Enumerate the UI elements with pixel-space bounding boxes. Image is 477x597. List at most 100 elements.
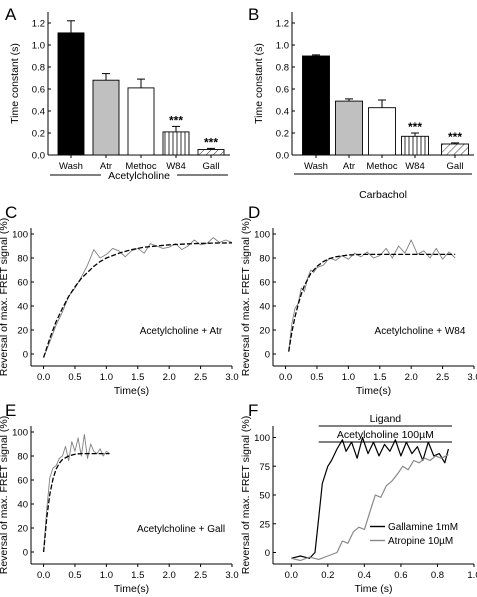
x-tick-label: 0.0 [37,372,50,383]
y-tick-label: 80 [259,254,270,265]
y-tick-label: 0.8 [276,63,289,74]
panel-label-b: B [248,5,259,24]
x-tick-label: Wash [59,161,83,172]
y-tick-label: 50 [259,491,270,502]
x-tick-label: 1.0 [467,570,477,581]
y-tick-label: 40 [17,302,28,313]
panel-label-a: A [5,5,17,24]
y-tick-label: 100 [254,230,270,241]
panel-annotation: Acetylcholine + Atr [140,326,223,337]
x-tick-label: 0.8 [431,570,444,581]
y-tick-label: 0 [265,548,270,559]
y-tick-label: 0.0 [32,151,45,162]
significance-marker: *** [204,135,218,149]
x-axis-label: Time(s) [114,583,149,595]
x-tick-label: Wash [304,161,328,172]
panel-b: B 0.0 0.2 0.4 0.6 0.8 1.0 1.2 Time constant (s) W… [248,5,474,201]
y-tick-label: 25 [259,519,270,530]
bracket-label-acetylcholine: Acetylcholine 100µM [337,429,434,441]
y-axis-label: Reversal of max. FRET signal (%) [0,218,10,377]
bar-atr [335,100,363,156]
x-tick-label: Methoc [366,161,397,172]
x-tick-label: 0.2 [321,570,334,581]
panel-label-f: F [248,401,258,420]
y-tick-label: 80 [17,254,28,265]
bar-gall [441,143,469,156]
bar-wash [57,32,85,156]
x-tick-label: 2.0 [163,570,176,581]
panel-annotation: Acetylcholine + Gall [137,524,225,535]
x-tick-label: 0.4 [358,570,371,581]
legend-label: Atropine 10µM [388,536,453,547]
x-tick-label: 1.5 [131,372,144,383]
x-tick-label: Atr [100,161,112,172]
y-tick-label: 100 [254,433,270,444]
x-tick-label: 3.0 [467,372,477,383]
y-tick-label: 1.0 [32,41,45,52]
x-tick-label: 1.5 [131,570,144,581]
x-tick-label: 0.5 [68,372,81,383]
series-line-black-dashed-fit [42,242,233,358]
x-tick-label: 1.5 [373,372,386,383]
y-tick-label: 0.6 [276,85,289,96]
y-tick-label: 1.2 [32,19,45,30]
y-tick-label: 0 [265,350,270,361]
significance-marker: *** [408,120,422,134]
x-tick-label: 2.0 [163,372,176,383]
bar-methoc [368,107,396,156]
y-tick-label: 1.0 [276,41,289,52]
panel-annotation: Acetylcholine + W84 [375,326,466,337]
bar-wash [302,55,330,156]
y-axis-label: Time constant (s) [253,43,265,124]
bracket-label-ligand: Ligand [370,413,402,425]
y-tick-label: 60 [259,278,270,289]
series-line-gray-noisy-trace [43,237,233,358]
y-tick-label: 1.2 [276,19,289,30]
x-tick-label: 0.5 [310,372,323,383]
series-line-gallamine [291,436,449,559]
x-tick-label: 0.0 [285,570,298,581]
significance-marker: *** [169,113,183,127]
x-tick-label: 2.5 [194,570,207,581]
panel-a: A 0.0 0.2 0.4 0.6 0.8 1.0 1.2 Time constant (s) W… [5,5,230,182]
y-axis-label: Reversal of max. FRET signal (%) [0,416,10,575]
y-tick-label: 100 [12,428,28,439]
x-tick-label: 0.6 [394,570,407,581]
y-tick-label: 60 [17,476,28,487]
panel-label-d: D [248,203,260,222]
bar-methoc [127,87,155,156]
y-tick-label: 0.2 [276,129,289,140]
significance-marker: *** [448,130,462,144]
y-tick-label: 75 [259,462,270,473]
x-tick-label: 2.5 [436,372,449,383]
y-tick-label: 0.4 [32,107,45,118]
x-tick-label: 1.0 [100,372,113,383]
y-tick-label: 0.2 [32,129,45,140]
x-tick-label: 2.0 [405,372,418,383]
series-line-black-dashed-fit [288,253,456,352]
x-tick-label: W84 [405,161,425,172]
y-tick-label: 20 [17,524,28,535]
y-tick-label: 60 [17,278,28,289]
bar-gall [197,149,225,156]
panel-label-e: E [5,401,16,420]
x-tick-label: W84 [166,161,186,172]
series-line-atropine [291,454,449,562]
x-tick-label: 3.0 [225,570,238,581]
x-tick-label: 0.5 [68,570,81,581]
y-tick-label: 20 [17,326,28,337]
y-axis-label: Reversal of max. FRET signal (%) [240,218,252,377]
bar-atr [92,79,120,156]
x-axis-label: Time (s) [354,583,392,595]
y-tick-label: 100 [12,230,28,241]
x-tick-label: 1.0 [342,372,355,383]
y-tick-label: 0.4 [276,107,289,118]
y-axis-label: Reversal of max. FRET signal (%) [240,416,252,575]
y-axis-label: Time constant (s) [9,43,21,124]
x-tick-label: Gall [447,161,464,172]
y-tick-label: 40 [259,302,270,313]
